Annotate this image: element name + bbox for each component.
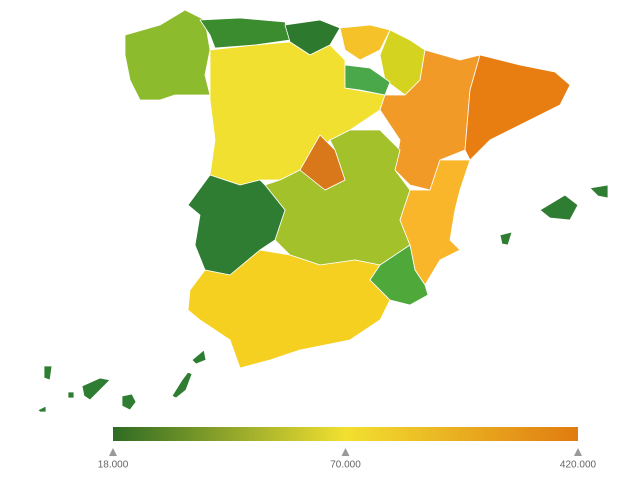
region[interactable] xyxy=(464,54,571,161)
scale-tick xyxy=(341,448,350,456)
region[interactable] xyxy=(399,159,471,286)
scale-tick-label: 18.000 xyxy=(98,460,129,471)
region[interactable] xyxy=(37,349,207,413)
region[interactable] xyxy=(369,244,429,306)
scale-tick xyxy=(109,448,117,456)
scale-tick xyxy=(574,448,582,456)
regions xyxy=(37,9,609,413)
region[interactable] xyxy=(499,184,609,246)
region[interactable] xyxy=(199,17,291,49)
region[interactable] xyxy=(124,9,211,101)
scale-tick-label: 420.000 xyxy=(560,460,597,471)
color-scale xyxy=(113,427,578,441)
region[interactable] xyxy=(187,249,391,369)
scale-tick-label: 70.000 xyxy=(330,460,361,471)
scale-ticks: 18.000 70.000 420.000 xyxy=(98,448,597,471)
region[interactable] xyxy=(339,24,391,61)
region[interactable] xyxy=(299,134,346,191)
